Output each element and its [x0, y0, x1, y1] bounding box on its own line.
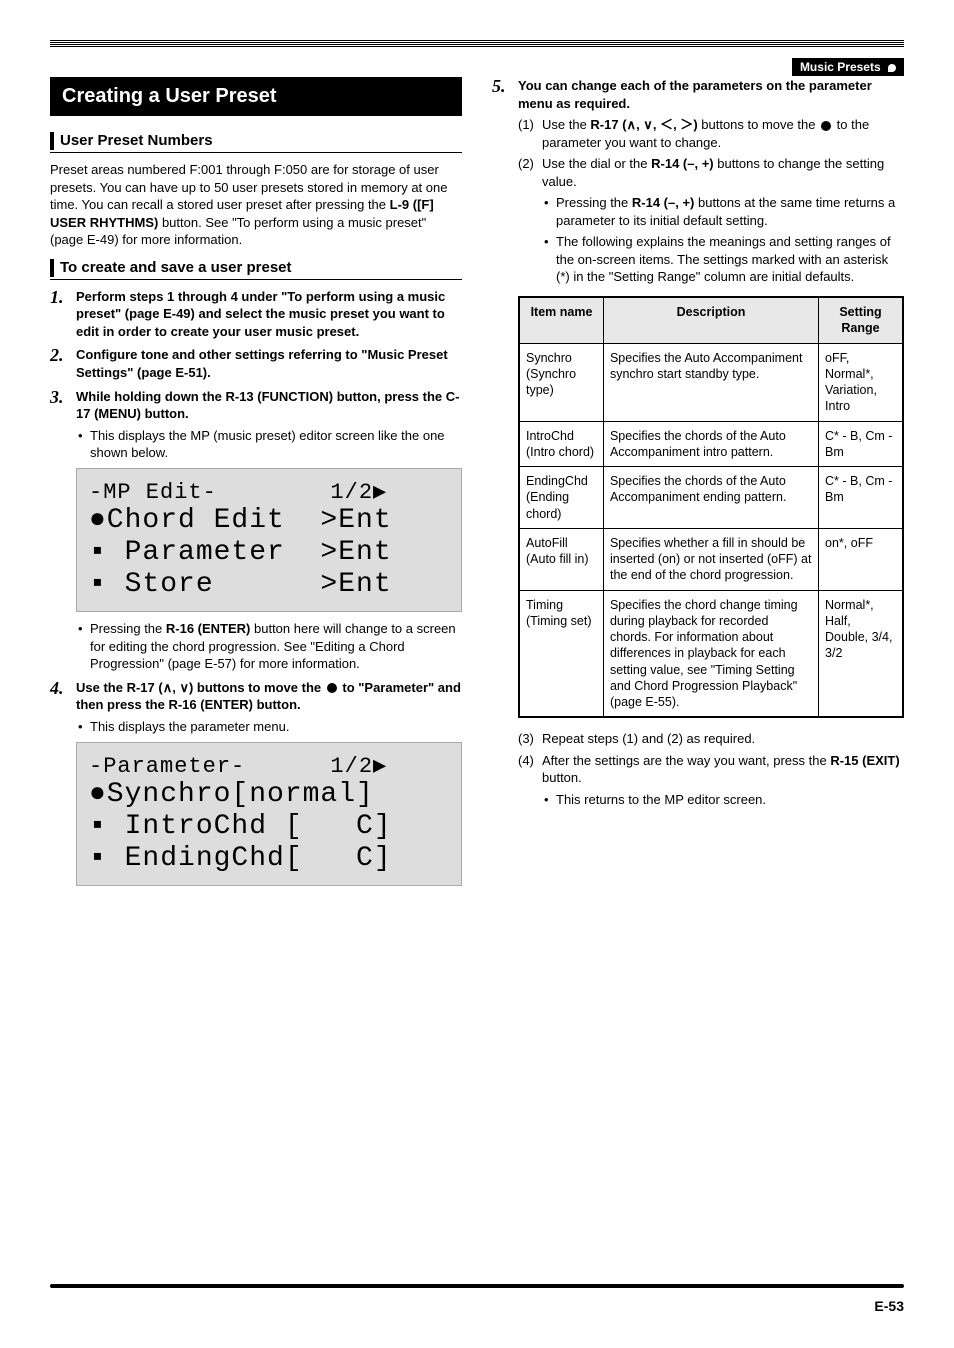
substep-3: (3) Repeat steps (1) and (2) as required…	[518, 730, 904, 748]
substep-2-bullet-2: The following explains the meanings and …	[542, 233, 904, 286]
step-4-lead: Use the R-17 (∧, ∨) buttons to move the …	[76, 679, 462, 714]
step-3: 3. While holding down the R-13 (FUNCTION…	[50, 388, 462, 673]
step-5-lead: You can change each of the parameters on…	[518, 77, 904, 112]
right-column: 5. You can change each of the parameters…	[492, 77, 904, 900]
header-rule-group	[50, 40, 904, 47]
table-row: Synchro (Synchro type) Specifies the Aut…	[519, 343, 903, 421]
th-range: Setting Range	[819, 297, 903, 343]
substep-1: (1) Use the R-17 (∧, ∨, ＜, ＞) buttons to…	[518, 116, 904, 151]
table-row: Timing (Timing set) Specifies the chord …	[519, 590, 903, 717]
step-3-lead: While holding down the R-13 (FUNCTION) b…	[76, 388, 462, 423]
lcd2-line2: ▪ IntroChd [ C]	[89, 811, 449, 843]
substep-2: (2) Use the dial or the R-14 (–, +) butt…	[518, 155, 904, 286]
lcd1-line2: ▪ Parameter >Ent	[89, 537, 449, 569]
page-number: E-53	[874, 1298, 904, 1314]
step-3-bullet: This displays the MP (music preset) edit…	[76, 427, 462, 462]
table-row: AutoFill (Auto fill in) Specifies whethe…	[519, 528, 903, 590]
th-item: Item name	[519, 297, 603, 343]
subheading-user-preset-numbers: User Preset Numbers	[50, 132, 462, 153]
step-2-lead: Configure tone and other settings referr…	[76, 346, 462, 381]
lcd1-line3: ▪ Store >Ent	[89, 569, 449, 601]
table-header-row: Item name Description Setting Range	[519, 297, 903, 343]
step-4: 4. Use the R-17 (∧, ∨) buttons to move t…	[50, 679, 462, 894]
step-1: 1. Perform steps 1 through 4 under "To p…	[50, 288, 462, 341]
subheading-to-create: To create and save a user preset	[50, 259, 462, 280]
table-row: IntroChd (Intro chord) Specifies the cho…	[519, 421, 903, 467]
cursor-dot-icon	[325, 680, 339, 695]
step-2: 2. Configure tone and other settings ref…	[50, 346, 462, 381]
step-3-num: 3.	[50, 388, 70, 673]
th-desc: Description	[603, 297, 818, 343]
lcd1-line1: ●Chord Edit >Ent	[89, 505, 449, 537]
substep-4: (4) After the settings are the way you w…	[518, 752, 904, 809]
header-tab-label: Music Presets	[800, 60, 881, 74]
step-4-num: 4.	[50, 679, 70, 894]
content-columns: Creating a User Preset User Preset Numbe…	[50, 77, 904, 900]
step-1-lead: Perform steps 1 through 4 under "To perf…	[76, 288, 462, 341]
parameter-table: Item name Description Setting Range Sync…	[518, 296, 904, 718]
lcd2-line3: ▪ EndingChd[ C]	[89, 843, 449, 875]
lcd-screenshot-1: -MP Edit- 1/2▶ ●Chord Edit >Ent ▪ Parame…	[76, 468, 462, 613]
intro-paragraph: Preset areas numbered F:001 through F:05…	[50, 161, 462, 249]
table-row: EndingChd (Ending chord) Specifies the c…	[519, 467, 903, 529]
step-3-after: Pressing the R-16 (ENTER) button here wi…	[76, 620, 462, 673]
substep-4-bullet: This returns to the MP editor screen.	[542, 791, 904, 809]
bold-l9: L-9 ([F] USER RHYTHMS)	[50, 197, 434, 230]
note-icon	[888, 64, 896, 72]
page: Music Presets Creating a User Preset Use…	[0, 0, 954, 1348]
step-1-num: 1.	[50, 288, 70, 341]
left-column: Creating a User Preset User Preset Numbe…	[50, 77, 462, 900]
lcd2-title: -Parameter- 1/2▶	[89, 753, 449, 779]
footer-rule	[50, 1284, 904, 1288]
step-5: 5. You can change each of the parameters…	[492, 77, 904, 808]
lcd1-title: -MP Edit- 1/2▶	[89, 479, 449, 505]
header-tab: Music Presets	[792, 58, 904, 76]
lcd2-line1: ●Synchro[normal]	[89, 779, 449, 811]
section-banner: Creating a User Preset	[50, 77, 462, 116]
substep-2-bullet-1: Pressing the R-14 (–, +) buttons at the …	[542, 194, 904, 229]
cursor-dot-icon	[819, 117, 833, 132]
step-2-num: 2.	[50, 346, 70, 381]
step-4-bullet: This displays the parameter menu.	[76, 718, 462, 736]
lcd-screenshot-2: -Parameter- 1/2▶ ●Synchro[normal] ▪ Intr…	[76, 742, 462, 887]
step-5-num: 5.	[492, 77, 512, 808]
